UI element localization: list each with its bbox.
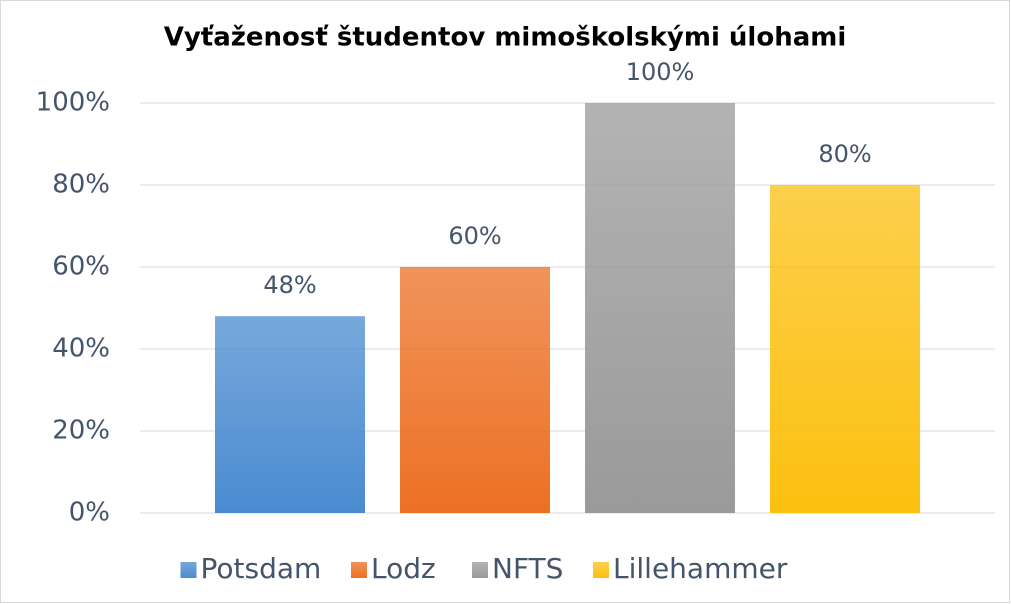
y-tick-label: 40% — [52, 334, 110, 364]
bar — [400, 267, 550, 513]
data-label: 60% — [448, 222, 501, 250]
legend-swatch — [351, 562, 367, 578]
bar — [215, 316, 365, 513]
legend: Potsdam Lodz NFTS Lillehammer — [180, 552, 788, 585]
legend-label: Potsdam — [201, 552, 322, 585]
y-tick-label: 0% — [69, 498, 110, 528]
legend-label: NFTS — [492, 552, 563, 585]
data-label: 100% — [626, 58, 695, 86]
y-tick-label: 20% — [52, 416, 110, 446]
data-label: 80% — [818, 140, 871, 168]
legend-swatch — [472, 562, 488, 578]
bar — [770, 185, 920, 513]
data-label: 48% — [263, 271, 316, 299]
legend-swatch — [593, 562, 609, 578]
legend-swatch — [180, 562, 197, 578]
chart-title: Vyťaženosť študentov mimoškolskými úloha… — [164, 23, 847, 53]
legend-label: Lillehammer — [613, 552, 788, 585]
y-tick-label: 100% — [36, 88, 110, 118]
bar — [585, 103, 735, 513]
legend-label: Lodz — [371, 552, 436, 585]
y-tick-label: 60% — [52, 252, 110, 282]
y-tick-label: 80% — [52, 170, 110, 200]
